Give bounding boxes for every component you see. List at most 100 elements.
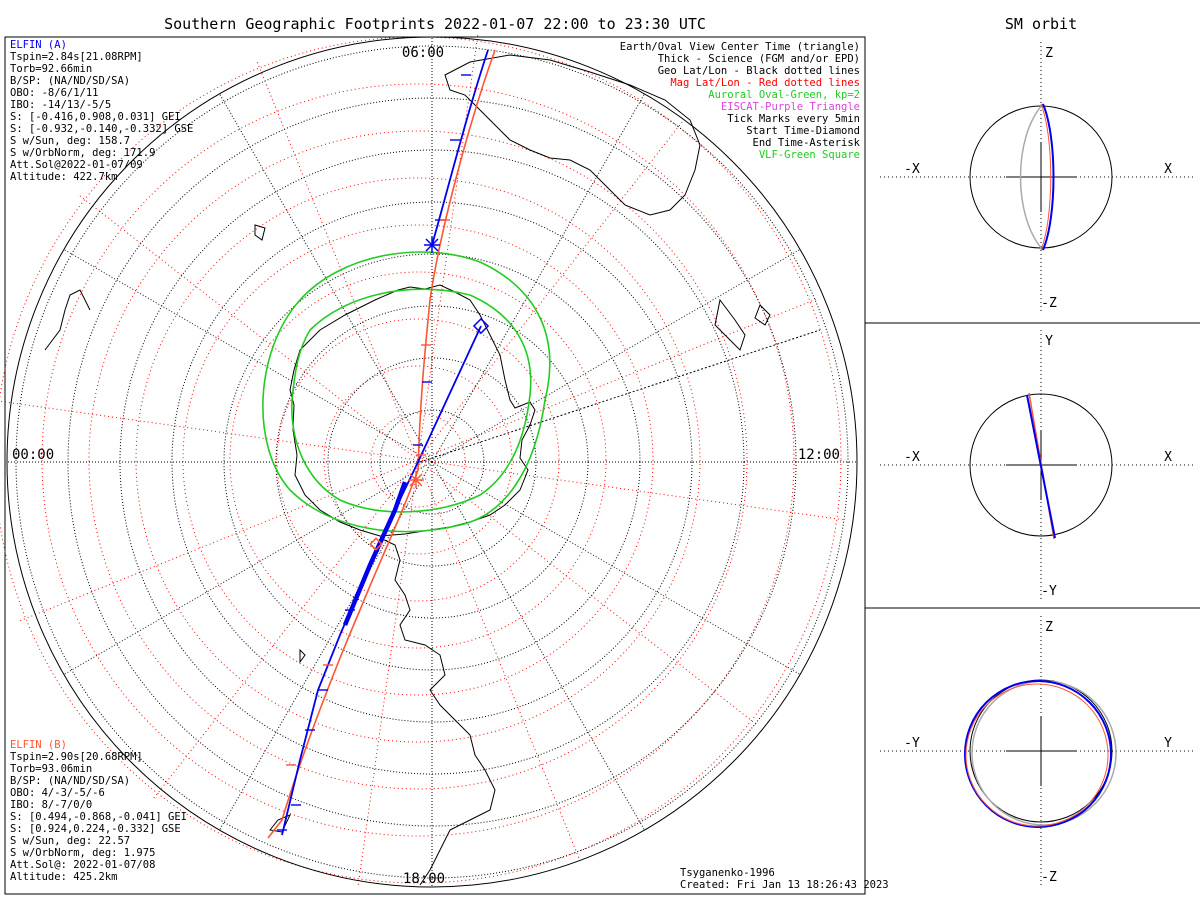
- sm-axis-label: -Y: [1041, 584, 1057, 599]
- elfin-a-footprint-south: [281, 325, 482, 836]
- elfin-a-start-diamond: [472, 317, 490, 335]
- mag-lon-line: [0, 400, 419, 461]
- sm-orbit-a: [1042, 103, 1055, 251]
- probe-info-line: B/SP: (NA/ND/SD/SA): [10, 775, 130, 787]
- figure-title: Southern Geographic Footprints 2022-01-0…: [164, 15, 706, 33]
- south-georgia-outline: [254, 224, 266, 241]
- sm-earth-circle: [969, 393, 1113, 537]
- probe-name: ELFIN (A): [10, 39, 67, 51]
- mag-lat-circle: [88, 130, 748, 790]
- sm-orbit-b: [965, 683, 1109, 827]
- geo-lon-line: [431, 93, 645, 463]
- mag-lat-circle: [276, 318, 560, 602]
- geo-lon-line: [431, 461, 801, 675]
- probe-info-line: S: [-0.416,0.908,0.031] GEI: [10, 111, 181, 123]
- auroral-oval: [262, 251, 551, 533]
- legend-entry: End Time-Asterisk: [753, 137, 861, 149]
- sm-orbit-b: [1040, 103, 1052, 251]
- legend-entry: Tick Marks every 5min: [727, 113, 860, 125]
- elfin-b-footprint: [267, 49, 496, 839]
- sm-panels: Z -Z -X X Y -Y -X X Z -Z -Y Y: [880, 42, 1195, 886]
- satellite-footprints: [267, 49, 496, 839]
- view-center-line: [419, 329, 821, 463]
- probe-info-line: OBO: -8/6/1/11: [10, 87, 99, 99]
- probe-info-line: Att.Sol@: 2022-01-07/08: [10, 859, 155, 871]
- probe-info-line: S w/OrbNorm, deg: 1.975: [10, 847, 155, 859]
- probe-info-line: Tspin=2.90s[20.68RPM]: [10, 751, 143, 763]
- sm-panel: Y -Y -X X: [880, 330, 1195, 600]
- mag-lon-line: [417, 459, 844, 521]
- probe-info-line: S: [0.924,0.224,-0.332] GSE: [10, 823, 181, 835]
- probe-info-line: S w/OrbNorm, deg: 171.9: [10, 147, 155, 159]
- probe-info-line: Att.Sol@2022-01-07/09: [10, 159, 143, 171]
- probe-info-line: IBO: -14/13/-5/5: [10, 99, 111, 111]
- antarctica-outline: [289, 284, 536, 537]
- legend-entry: VLF-Green Square: [759, 149, 860, 161]
- mag-lon-line: [256, 61, 419, 461]
- sm-axis-label: -Z: [1041, 296, 1057, 311]
- geo-lon-line: [219, 461, 433, 831]
- sm-panel: Z -Z -Y Y: [880, 616, 1195, 886]
- sm-axis-label: -X: [904, 450, 920, 465]
- legend-entry: Auroral Oval-Green, kp=2: [708, 89, 860, 101]
- mag-lat-circle: [182, 224, 654, 696]
- sm-orbit-title: SM orbit: [1005, 15, 1077, 33]
- new-zealand-north-outline: [754, 304, 771, 326]
- auroral-oval-outer: [262, 251, 551, 533]
- sm-axis-label: Y: [1164, 736, 1172, 751]
- legend-entry: Start Time-Diamond: [746, 125, 860, 137]
- sm-axis-label: X: [1164, 162, 1172, 177]
- south-america-outline: [379, 537, 496, 886]
- probe-name: ELFIN (B): [10, 739, 67, 751]
- mlt-label-top: 06:00: [402, 45, 444, 61]
- sm-axis-label: Z: [1045, 46, 1053, 61]
- sm-orbit-a: [1026, 394, 1056, 539]
- africa-tip-outline: [44, 289, 91, 351]
- mag-lat-circle: [135, 177, 701, 743]
- mlt-label-left: 00:00: [12, 447, 54, 463]
- legend: Earth/Oval View Center Time (triangle)Th…: [620, 41, 861, 161]
- model-label: Tsyganenko-1996: [680, 867, 775, 879]
- created-label: Created: Fri Jan 13 18:26:43 2023: [680, 879, 889, 891]
- legend-entry: Thick - Science (FGM and/or EPD): [658, 53, 860, 65]
- sm-orbit-a: [964, 680, 1112, 828]
- elfin-b-start-diamond: [369, 537, 383, 551]
- probe-a-info: ELFIN (A)Tspin=2.84s[21.08RPM]Torb=92.66…: [10, 39, 193, 183]
- legend-entry: Mag Lat/Lon - Red dotted lines: [670, 77, 860, 89]
- australia-outline: [444, 54, 701, 216]
- probe-info-line: Altitude: 422.7km: [10, 171, 117, 183]
- probe-info-line: Altitude: 425.2km: [10, 871, 117, 883]
- sm-earth-circle: [969, 679, 1113, 823]
- geo-lon-line: [431, 461, 645, 831]
- map-horizon-circle: [6, 36, 858, 888]
- probe-info-line: S: [0.494,-0.868,-0.041] GEI: [10, 811, 187, 823]
- geo-lon-line: [63, 461, 433, 675]
- auroral-oval-inner: [291, 288, 532, 513]
- elfin-a-footprint-north: [431, 49, 489, 246]
- new-zealand-outline: [714, 298, 746, 351]
- elfin-b-end-asterisk: [409, 473, 423, 487]
- southern-tip-outline: [269, 814, 292, 833]
- sm-axis-label: -X: [904, 162, 920, 177]
- sm-orbit-shadow: [1019, 103, 1044, 251]
- probe-info-line: IBO: 8/-7/0/0: [10, 799, 92, 811]
- legend-entry: EISCAT-Purple Triangle: [721, 101, 860, 113]
- continent-outlines: [44, 54, 771, 886]
- geo-lat-circle: [171, 201, 693, 723]
- mag-lat-circle: [229, 271, 607, 649]
- mlt-label-right: 12:00: [798, 447, 840, 463]
- probe-info-line: S w/Sun, deg: 22.57: [10, 835, 130, 847]
- mag-lat-circle: [370, 412, 466, 508]
- geo-lon-line: [431, 249, 801, 463]
- geo-latlon-grid: [6, 36, 858, 888]
- sm-axis-label: -Y: [904, 736, 920, 751]
- legend-entry: Geo Lat/Lon - Black dotted lines: [658, 65, 860, 77]
- elfin-a-science-segment: [342, 481, 408, 626]
- geo-lon-line: [63, 249, 433, 463]
- probe-info-line: Torb=93.06min: [10, 763, 92, 775]
- probe-info-line: B/SP: (NA/ND/SD/SA): [10, 75, 130, 87]
- mag-latlon-grid: [0, 34, 844, 886]
- geo-lat-circle: [327, 357, 537, 567]
- probe-info-line: OBO: 4/-3/-5/-6: [10, 787, 105, 799]
